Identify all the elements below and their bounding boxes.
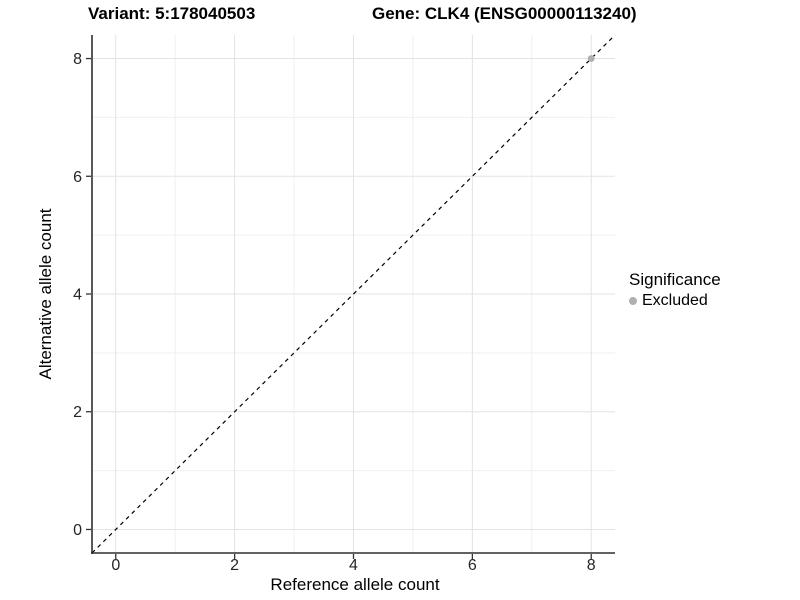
x-tick-label: 0 [111, 557, 120, 574]
x-tick-label: 4 [349, 557, 358, 574]
x-tick-label: 2 [230, 557, 239, 574]
x-axis-title: Reference allele count [270, 575, 440, 594]
plot-title-variant: Variant: 5:178040503 [88, 4, 256, 23]
excluded-point-icon [629, 296, 637, 305]
legend-title: Significance [629, 270, 721, 289]
y-tick-label: 2 [73, 404, 82, 421]
y-tick-label: 4 [73, 287, 82, 304]
plot-title-gene: Gene: CLK4 (ENSG00000113240) [372, 4, 637, 23]
y-tick-label: 8 [73, 51, 82, 68]
x-tick-label: 6 [468, 557, 477, 574]
legend: Significance Excluded [629, 269, 721, 311]
x-tick-label: 8 [587, 557, 596, 574]
identity-reference-line [91, 34, 616, 554]
legend-item-excluded: Excluded [629, 290, 721, 311]
y-tick-label: 0 [73, 522, 82, 539]
y-axis-title: Alternative allele count [36, 208, 55, 380]
y-tick-label: 6 [73, 169, 82, 186]
legend-item-label: Excluded [642, 292, 708, 309]
data-point-excluded [587, 55, 595, 62]
